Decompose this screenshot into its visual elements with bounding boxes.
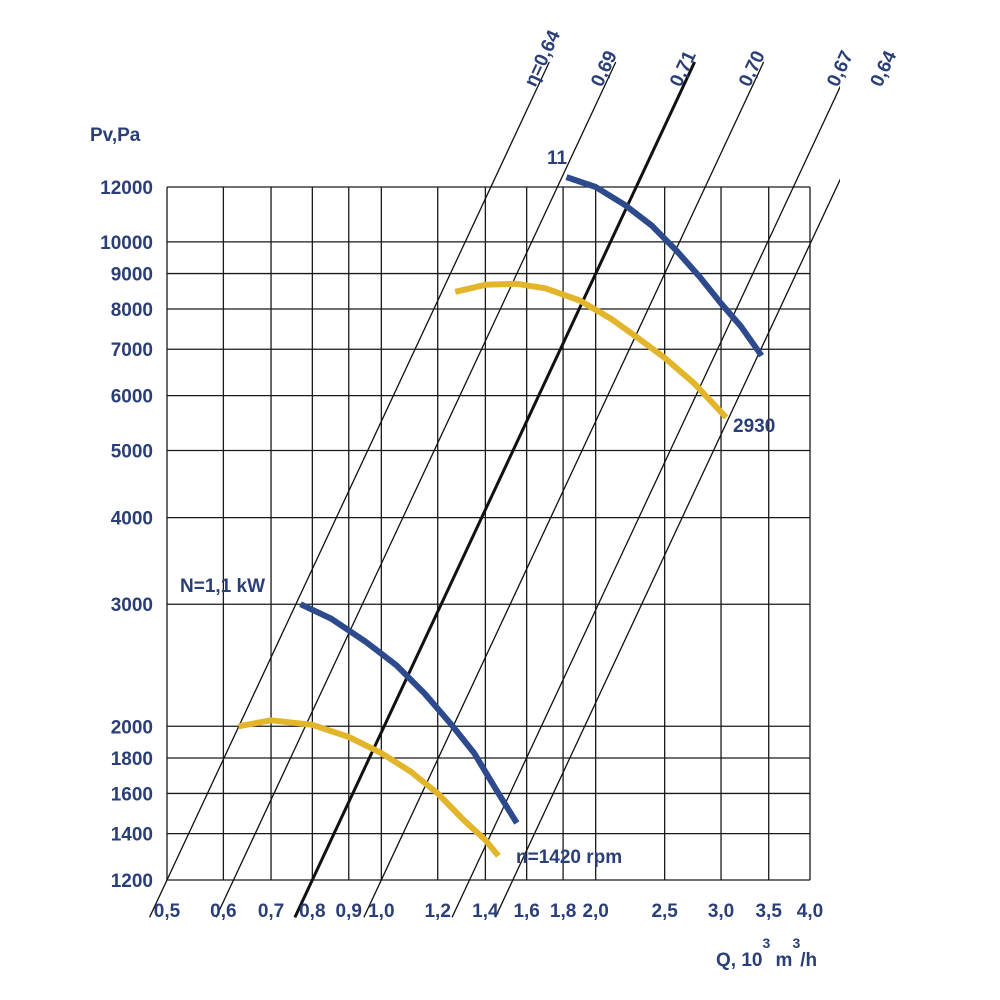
y-tick-label: 8000 [111,300,153,321]
series-curve [299,601,520,825]
x-tick-label: 3,0 [708,901,734,922]
y-tick-label: 4000 [111,509,153,530]
x-tick-label: 1,2 [424,901,450,922]
y-tick-label: 9000 [111,265,153,286]
power-label-high: 11 [547,148,568,169]
efficiency-label: η=0,64 [521,27,565,90]
efficiency-line [494,178,840,918]
y-axis-ticks: 1200 1400 1600 1800 2000 3000 4000 5000 6000 7000… [100,178,153,892]
efficiency-label: 0,67 [823,48,858,90]
y-tick-label: 2000 [111,717,153,738]
x-tick-label: 3,5 [755,901,782,922]
speed-label-high: 2930 [733,416,775,437]
efficiency-line [148,61,550,918]
y-tick-label: 12000 [100,178,153,199]
y-tick-label: 5000 [111,441,153,462]
x-tick-label: 0,9 [336,901,362,922]
x-tick-label: 2,0 [582,901,608,922]
x-tick-label: 4,0 [797,901,823,922]
x-tick-label: 0,5 [154,901,181,922]
x-axis-title: Q, 103 m3/h [716,935,817,971]
x-tick-label: 1,0 [368,901,394,922]
series-curve [454,280,729,420]
efficiency-line [215,61,617,918]
x-tick-label: 1,4 [472,901,499,922]
efficiency-label: 0,70 [735,48,770,90]
x-tick-label: 1,6 [513,901,539,922]
x-tick-label: 2,5 [651,901,678,922]
efficiency-labels: η=0,64 0,69 0,71 0,70 0,67 0,64 [521,27,902,90]
x-tick-label: 0,8 [299,901,325,922]
speed-label: n=1420 rpm [516,847,622,868]
efficiency-label: 0,69 [587,48,622,90]
y-tick-label: 7000 [111,340,153,361]
y-tick-label: 10000 [100,233,153,254]
x-axis-ticks: 0,5 0,6 0,7 0,8 0,9 1,0 1,2 1,4 1,6 1,8 2,0 2,5 3,0 3… [154,901,823,922]
y-tick-label: 1600 [111,784,153,805]
y-tick-label: 1400 [111,825,153,846]
efficiency-lines [148,61,840,918]
y-tick-label: 1200 [111,871,153,892]
y-tick-label: 1800 [111,749,153,770]
series-curve [237,717,501,858]
efficiency-label: 0,64 [867,47,902,90]
x-tick-label: 0,7 [258,901,284,922]
x-tick-label: 1,8 [550,901,576,922]
x-tick-label: 0,6 [210,901,236,922]
y-tick-label: 3000 [111,595,153,616]
y-axis-title: Pv,Pa [90,125,141,146]
y-tick-label: 6000 [111,387,153,408]
grid [166,186,811,881]
efficiency-label: 0,71 [666,47,701,90]
power-label: N=1,1 kW [180,576,265,597]
performance-curves [237,174,765,858]
efficiency-line [451,85,840,918]
efficiency-line [363,61,765,918]
series-curve [565,174,765,358]
